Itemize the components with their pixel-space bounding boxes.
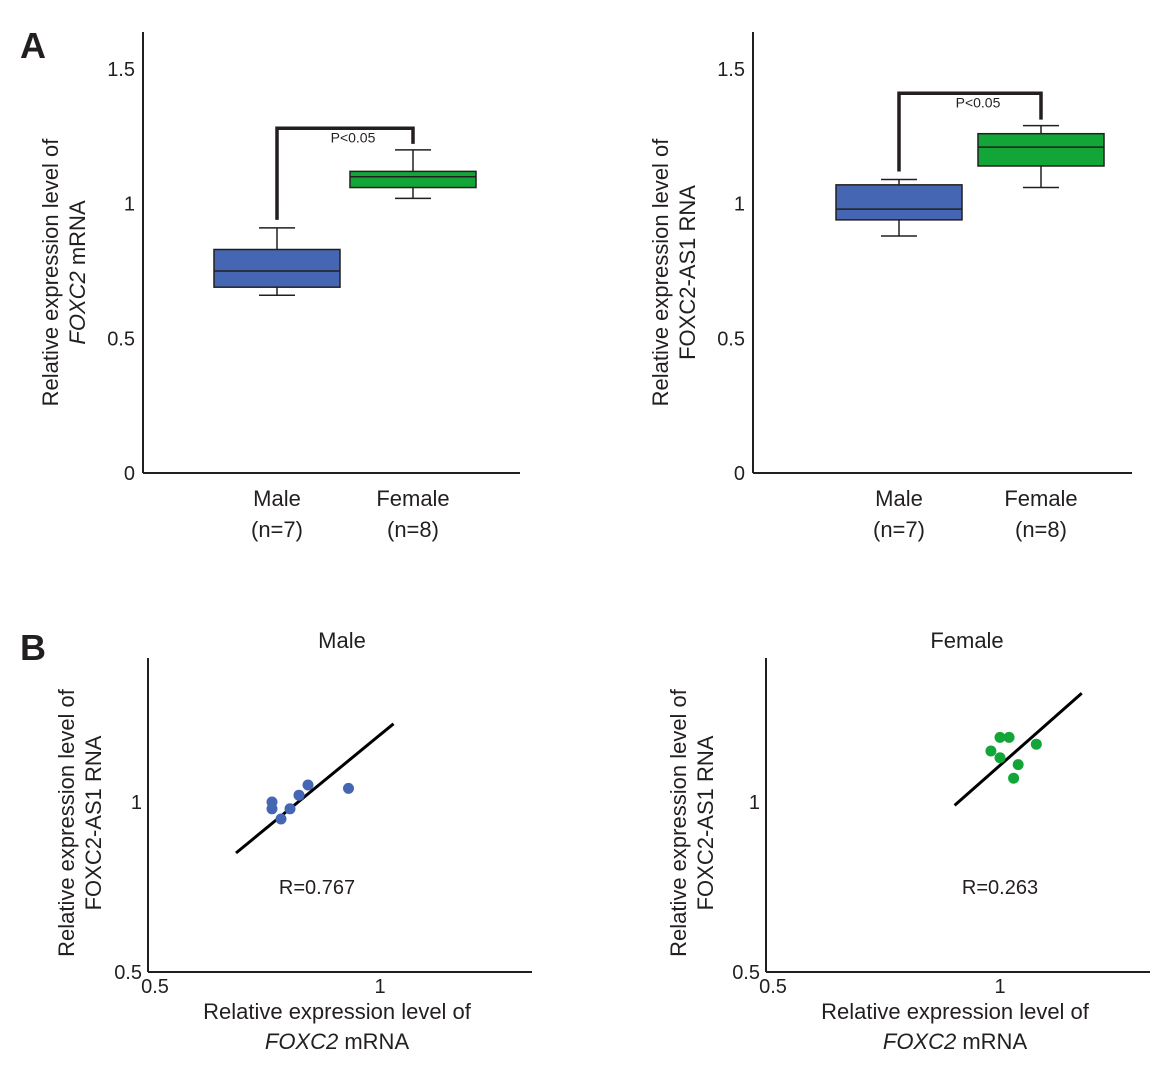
y-tick-label: 1	[749, 792, 760, 814]
p-value-label: P<0.05	[956, 94, 1001, 110]
y-tick-label: 1.5	[717, 59, 745, 81]
x-axis-label-italic: FOXC2	[883, 1029, 956, 1054]
y-axis-label: Relative expression level ofFOXC2-AS1 RN…	[54, 688, 106, 957]
category-label: Female	[1004, 486, 1077, 511]
y-axis-label-line2: FOXC2 mRNA	[65, 200, 90, 345]
data-point	[994, 752, 1006, 764]
significance-bracket	[275, 126, 415, 220]
box-plot-foxc2-mrna: 0 0.5 1 1.5 Relative expression level ofFOXC…	[38, 32, 520, 542]
y-tick-label: 1.5	[107, 59, 135, 81]
correlation-label: R=0.263	[962, 877, 1038, 899]
scatter-title: Female	[930, 628, 1003, 653]
x-tick-label: 0.5	[141, 976, 169, 998]
x-axis-label-rest: mRNA	[338, 1029, 409, 1054]
panel-label-a: A	[20, 25, 46, 66]
data-point	[343, 782, 354, 794]
y-axis-label-rest: FOXC2-AS1 RNA	[675, 185, 700, 360]
data-point	[994, 731, 1006, 743]
p-value-label: P<0.05	[331, 129, 376, 145]
y-tick-label: 1	[131, 792, 142, 814]
category-label: Male	[875, 486, 923, 511]
y-axis-label-line2: FOXC2-AS1 RNA	[675, 185, 700, 360]
box-male	[213, 248, 341, 288]
y-axis-label-rest: FOXC2-AS1 RNA	[81, 735, 106, 910]
category-label: Female	[376, 486, 449, 511]
y-axis-label-line2: FOXC2-AS1 RNA	[693, 735, 718, 910]
y-axis-label-line1: Relative expression level of	[38, 138, 63, 407]
y-axis-label-line1: Relative expression level of	[648, 138, 673, 407]
panel-label-b: B	[20, 627, 46, 668]
box-female	[349, 170, 477, 189]
y-tick-label: 0.5	[107, 328, 135, 350]
category-n-label: (n=7)	[251, 517, 303, 542]
data-point	[985, 745, 997, 757]
y-tick-label: 1	[734, 194, 745, 216]
y-axis-label-line1: Relative expression level of	[54, 688, 79, 957]
x-axis-label-line1: Relative expression level of	[203, 999, 472, 1024]
y-axis-label-line1: Relative expression level of	[666, 688, 691, 957]
data-point	[293, 789, 305, 801]
x-axis-label-line2: FOXC2 mRNA	[265, 1029, 410, 1054]
y-tick-label: 0	[124, 463, 135, 485]
box-plot-foxc2-as1-rna: 0 0.5 1 1.5 Relative expression level ofFOXC…	[648, 32, 1132, 542]
data-point	[266, 803, 278, 815]
data-point	[1012, 759, 1024, 771]
category-label: Male	[253, 486, 301, 511]
y-axis-label: Relative expression level ofFOXC2 mRNA	[38, 138, 90, 407]
data-point	[302, 779, 314, 791]
regression-line	[953, 692, 1083, 807]
x-axis-label-line2: FOXC2 mRNA	[883, 1029, 1028, 1054]
significance-bracket	[897, 91, 1043, 172]
box-male	[835, 184, 963, 221]
y-axis-label-line2: FOXC2-AS1 RNA	[81, 735, 106, 910]
regression-line	[235, 722, 395, 855]
y-tick-label: 0.5	[717, 328, 745, 350]
data-point	[284, 803, 296, 815]
category-n-label: (n=7)	[873, 517, 925, 542]
x-tick-label: 0.5	[759, 976, 787, 998]
y-axis-label-rest: FOXC2-AS1 RNA	[693, 735, 718, 910]
y-axis-label: Relative expression level ofFOXC2-AS1 RN…	[666, 688, 718, 957]
data-point	[275, 813, 287, 825]
y-tick-label: 0	[734, 463, 745, 485]
x-axis-label-line1: Relative expression level of	[821, 999, 1090, 1024]
y-axis-label: Relative expression level ofFOXC2-AS1 RN…	[648, 138, 700, 407]
y-tick-label: 0.5	[732, 962, 760, 984]
correlation-label: R=0.767	[279, 877, 355, 899]
y-axis-label-italic: FOXC2	[65, 271, 90, 344]
data-point	[1030, 738, 1042, 750]
box-female	[977, 132, 1105, 167]
x-tick-label: 1	[374, 976, 385, 998]
category-n-label: (n=8)	[1015, 517, 1067, 542]
y-tick-label: 0.5	[114, 962, 142, 984]
x-axis-label-rest: mRNA	[956, 1029, 1027, 1054]
data-point	[1003, 731, 1015, 743]
x-tick-label: 1	[994, 976, 1005, 998]
y-tick-label: 1	[124, 194, 135, 216]
y-axis-label-rest: mRNA	[65, 200, 90, 271]
category-n-label: (n=8)	[387, 517, 439, 542]
scatter-title: Male	[318, 628, 366, 653]
x-axis-label-italic: FOXC2	[265, 1029, 338, 1054]
data-point	[1008, 772, 1020, 784]
